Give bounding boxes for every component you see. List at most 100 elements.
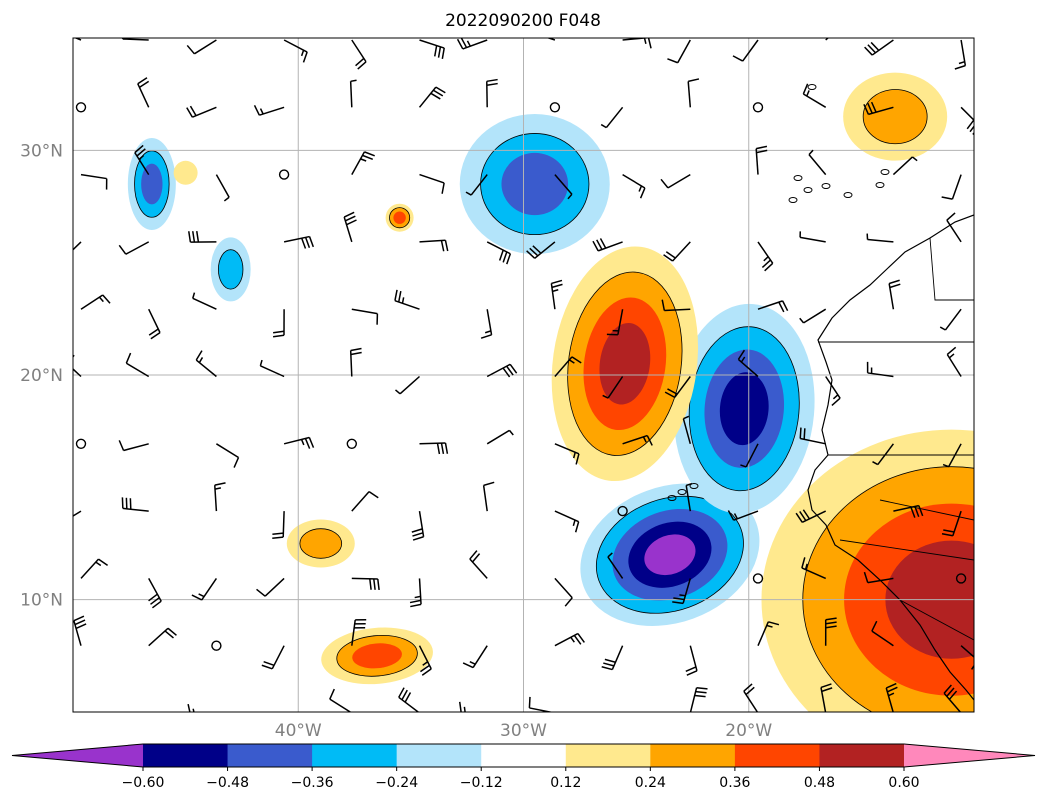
wind-barb <box>592 238 623 252</box>
wind-barb <box>125 352 150 378</box>
wind-barb <box>663 241 691 262</box>
contour-band <box>719 372 769 446</box>
country-border <box>879 499 974 521</box>
wind-barb <box>215 174 230 202</box>
wind-barb <box>825 38 830 41</box>
anomaly-region <box>210 237 251 302</box>
island <box>803 187 813 193</box>
island <box>788 197 798 203</box>
wind-barb <box>272 309 285 338</box>
map-frame <box>72 37 975 713</box>
wind-barb <box>253 104 285 116</box>
wind-barb <box>329 688 352 712</box>
wind-barb <box>682 415 692 444</box>
wind-barb <box>601 645 624 671</box>
wind-barb <box>351 491 379 512</box>
wind-barb <box>486 78 498 108</box>
wind-barb <box>939 308 962 331</box>
wind-barb <box>351 619 367 646</box>
wind-barb <box>946 212 962 243</box>
wind-barb <box>661 299 691 312</box>
colorbar-tick-label: −0.48 <box>206 775 249 791</box>
wind-barb <box>752 102 764 113</box>
wind-barb <box>737 349 759 378</box>
colorbar-bin <box>481 744 567 767</box>
contour-band <box>599 323 651 405</box>
colorbar-tick-label: −0.60 <box>122 775 165 791</box>
wind-barb <box>465 174 488 196</box>
anomaly-region <box>286 519 355 568</box>
wind-barb <box>75 102 87 113</box>
contour-band <box>299 528 343 559</box>
wind-barb <box>418 645 432 676</box>
wind-barb <box>808 149 827 176</box>
wind-barb <box>752 573 764 584</box>
anomaly-region <box>673 303 815 514</box>
island <box>677 489 687 495</box>
x-ticks: 40°W 30°W 20°W <box>275 721 773 741</box>
wind-barb <box>743 683 759 712</box>
anomaly-region <box>843 72 948 161</box>
wind-barb <box>554 577 573 607</box>
contour-band <box>352 643 402 669</box>
wind-barb <box>486 241 512 265</box>
wind-barb <box>259 359 285 378</box>
wind-barb <box>757 621 780 646</box>
wind-barb <box>954 39 967 70</box>
wind-barb <box>351 39 367 70</box>
colorbar-tick-label: 0.36 <box>719 775 750 791</box>
island <box>667 495 677 501</box>
wind-barb <box>946 346 962 377</box>
y-tick-label: 10°N <box>20 591 63 611</box>
wind-barb <box>825 376 841 407</box>
anomaly-region <box>761 429 974 712</box>
y-tick-label: 30°N <box>20 141 63 161</box>
wind-barb <box>80 294 111 310</box>
colorbar-bin <box>396 744 482 767</box>
wind-barb <box>672 578 692 605</box>
wind-barb <box>623 713 641 740</box>
wind-barb <box>418 86 446 108</box>
wind-barb <box>272 511 285 540</box>
wind-barb <box>757 300 789 313</box>
colorbar-bin <box>650 744 736 767</box>
anomaly-region <box>459 114 610 255</box>
wind-barb <box>955 573 967 584</box>
wind-barb <box>137 77 150 108</box>
colorbar-bin <box>143 744 229 767</box>
wind-barb <box>419 239 449 252</box>
wind-barb <box>148 627 177 647</box>
colorbar-tick-label: −0.36 <box>291 775 334 791</box>
wind-barb <box>192 292 217 310</box>
wind-barb <box>943 684 962 712</box>
contour-band <box>217 249 244 290</box>
wind-barb <box>419 442 449 455</box>
island <box>875 182 885 188</box>
wind-barb <box>409 578 422 608</box>
coastline <box>667 84 974 701</box>
wind-barb <box>960 645 974 670</box>
contour-band <box>173 160 198 185</box>
gridlines <box>73 38 974 712</box>
wind-barb <box>888 279 901 310</box>
anomaly-fills <box>127 72 974 712</box>
wind-barb <box>622 173 646 199</box>
wind-barb <box>606 309 624 336</box>
contour-band <box>141 163 163 205</box>
wind-barb <box>480 309 493 339</box>
colorbar-extend-low <box>12 744 143 767</box>
wind-barb <box>942 443 962 468</box>
wind-barb <box>554 356 582 377</box>
wind-barb <box>75 438 87 449</box>
island <box>807 84 817 90</box>
wind-barb <box>73 241 82 251</box>
wind-barb <box>216 443 240 468</box>
contour-band <box>644 534 696 576</box>
wind-barb <box>80 558 109 579</box>
wind-barb <box>554 632 585 647</box>
wind-barb <box>283 235 315 249</box>
wind-barb <box>554 174 573 200</box>
wind-barb <box>689 687 708 712</box>
colorbar-extend-high <box>904 744 1035 767</box>
wind-barb <box>885 682 898 712</box>
